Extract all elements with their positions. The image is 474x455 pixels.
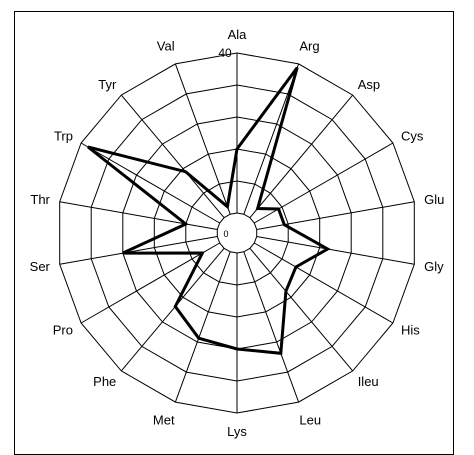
- spoke-trp: [80, 142, 220, 224]
- spoke-leu: [243, 251, 300, 403]
- axis-label-arg: Arg: [299, 39, 319, 54]
- spoke-his: [254, 242, 394, 324]
- spoke-phe: [120, 247, 225, 372]
- spoke-ileu: [249, 247, 354, 372]
- axis-label-trp: Trp: [54, 129, 73, 144]
- tick-label-min: 0: [223, 229, 228, 239]
- spoke-asp: [249, 94, 354, 219]
- series-layer: [87, 66, 331, 355]
- axis-label-lys: Lys: [227, 424, 247, 439]
- axis-label-cys: Cys: [401, 129, 424, 144]
- axis-label-glu: Glu: [424, 192, 444, 207]
- axis-label-phe: Phe: [93, 374, 116, 389]
- spoke-gly: [256, 236, 415, 265]
- axis-label-val: Val: [157, 39, 175, 54]
- axis-label-leu: Leu: [299, 412, 321, 427]
- axis-label-ala: Ala: [228, 27, 248, 42]
- chart-frame: [14, 11, 454, 455]
- axis-label-tyr: Tyr: [98, 77, 117, 92]
- spoke-val: [174, 63, 231, 215]
- spoke-met: [174, 251, 231, 403]
- axis-label-gly: Gly: [424, 259, 444, 274]
- tick-label-max: 40: [218, 46, 232, 60]
- spoke-arg: [243, 63, 300, 215]
- axis-label-asp: Asp: [358, 77, 380, 92]
- spoke-pro: [80, 242, 220, 324]
- spoke-thr: [59, 201, 218, 230]
- spoke-tyr: [120, 94, 225, 219]
- axis-labels: Ala Arg Asp Cys Glu Gly His Ileu Leu Lys Met Phe Pro…: [30, 27, 445, 439]
- axis-label-ileu: Ileu: [358, 374, 379, 389]
- axis-label-met: Met: [153, 412, 175, 427]
- spoke-ser: [59, 236, 218, 265]
- axis-label-ser: Ser: [30, 259, 51, 274]
- axis-label-his: His: [401, 323, 420, 338]
- spokes: [59, 53, 415, 413]
- axis-label-pro: Pro: [53, 323, 73, 338]
- axis-label-thr: Thr: [30, 192, 50, 207]
- spoke-cys: [254, 142, 394, 224]
